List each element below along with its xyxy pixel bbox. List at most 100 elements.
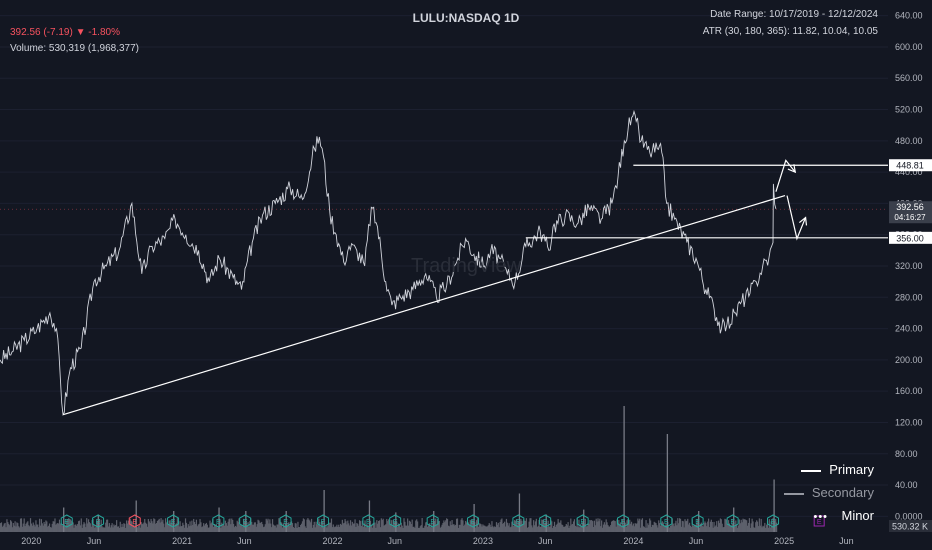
volume-bar <box>479 523 481 532</box>
volume-bar <box>383 525 385 532</box>
volume-bar <box>603 522 605 532</box>
volume-bar <box>697 518 699 532</box>
volume-bar <box>444 522 446 532</box>
volume-bar <box>505 518 508 532</box>
volume-bar <box>261 524 264 532</box>
volume-bars <box>0 406 778 532</box>
volume-bar <box>706 526 708 532</box>
volume-bar <box>75 524 77 532</box>
volume-bar <box>252 524 255 532</box>
volume-bar <box>9 520 12 532</box>
volume-bar <box>482 524 484 532</box>
volume-bar <box>738 519 741 532</box>
volume-bar <box>105 522 107 532</box>
volume-bar <box>591 520 593 532</box>
volume-bar <box>592 527 595 532</box>
volume-bar <box>558 522 560 532</box>
volume-bar <box>363 523 365 532</box>
volume-bar <box>598 521 600 532</box>
y-tick-label: 200.00 <box>895 355 923 365</box>
volume-bar <box>508 523 510 532</box>
volume-bar <box>236 520 238 532</box>
volume-bar <box>288 522 290 532</box>
volume-bar <box>758 518 760 532</box>
y-tick-label: 600.00 <box>895 42 923 52</box>
volume-bar <box>141 523 143 532</box>
volume-bar <box>194 522 196 532</box>
volume-bar <box>347 520 349 532</box>
volume-bar <box>674 523 676 532</box>
volume-bar <box>604 524 606 532</box>
volume-bar <box>659 523 661 532</box>
earnings-letter: E <box>580 519 585 526</box>
volume-bar <box>175 523 178 532</box>
volume-bar <box>690 526 692 532</box>
volume-bar <box>88 522 91 532</box>
volume-bar <box>714 526 716 532</box>
volume-bar <box>112 527 114 532</box>
volume-bar <box>465 520 467 532</box>
volume-bar <box>377 523 379 532</box>
y-tick-label: 120.00 <box>895 417 923 427</box>
volume-bar <box>630 521 633 532</box>
volume-bar <box>771 525 773 532</box>
volume-bar <box>292 527 295 532</box>
volume-bar <box>246 525 248 532</box>
volume-bar <box>316 524 318 532</box>
volume-bar <box>618 520 620 532</box>
volume-bar <box>111 523 113 532</box>
volume-bar <box>762 525 764 532</box>
volume-bar <box>503 522 505 532</box>
volume-bar <box>397 523 400 532</box>
volume-bar <box>210 523 212 532</box>
volume-bar <box>724 518 726 532</box>
volume-bar <box>722 527 724 532</box>
volume-bar <box>419 526 421 532</box>
volume-bar <box>291 523 294 532</box>
volume-bar <box>38 527 40 532</box>
volume-bar <box>66 520 68 532</box>
volume-bar <box>113 524 115 532</box>
volume-spike <box>518 493 521 532</box>
annotations[interactable] <box>0 159 888 416</box>
volume-bar <box>526 527 528 532</box>
volume-bar <box>573 519 576 532</box>
volume-bar <box>79 525 81 532</box>
volume-bar <box>157 520 159 532</box>
volume-bar <box>396 521 398 532</box>
volume-bar <box>150 518 152 532</box>
volume-bar <box>44 523 46 532</box>
volume-bar <box>378 520 381 532</box>
volume-bar <box>161 521 163 532</box>
volume-bar <box>412 527 414 532</box>
volume-bar <box>543 523 546 532</box>
volume-bar <box>656 525 658 532</box>
volume-bar <box>184 527 186 532</box>
volume-bar <box>440 526 442 532</box>
volume-bar <box>108 523 110 532</box>
volume-bar <box>695 524 697 532</box>
volume-bar <box>148 521 150 532</box>
volume-bar <box>302 518 304 532</box>
volume-bar <box>330 518 333 532</box>
volume-bar <box>382 518 384 532</box>
volume-bar <box>304 526 306 532</box>
volume-bar <box>418 527 421 532</box>
volume-bar <box>682 521 684 532</box>
volume-bar <box>209 520 211 532</box>
arrow-head <box>787 164 797 174</box>
volume-bar <box>708 518 710 532</box>
volume-bar <box>191 520 193 532</box>
volume-bar <box>180 526 182 532</box>
y-tick-label: 240.00 <box>895 324 923 334</box>
volume-bar <box>538 520 540 532</box>
volume-bar <box>124 523 126 532</box>
earnings-letter: E <box>283 519 288 526</box>
volume-bar <box>718 523 721 532</box>
volume-bar <box>426 521 428 532</box>
volume-bar <box>86 518 88 532</box>
volume-bar <box>144 518 146 532</box>
